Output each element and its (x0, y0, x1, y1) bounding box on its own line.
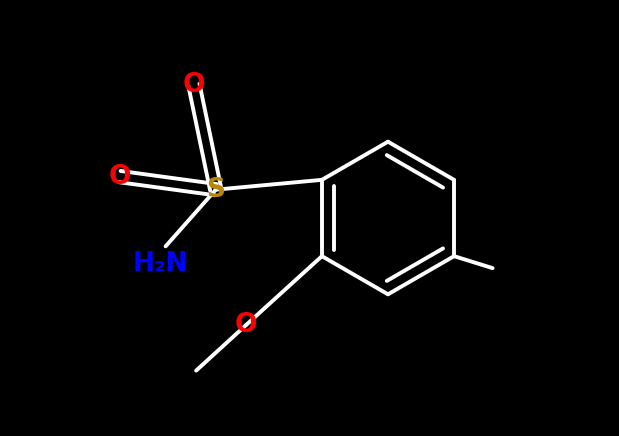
Text: O: O (183, 72, 206, 98)
Text: H₂N: H₂N (133, 251, 188, 277)
Text: O: O (235, 312, 258, 338)
Text: S: S (206, 177, 225, 203)
Text: O: O (108, 164, 131, 190)
